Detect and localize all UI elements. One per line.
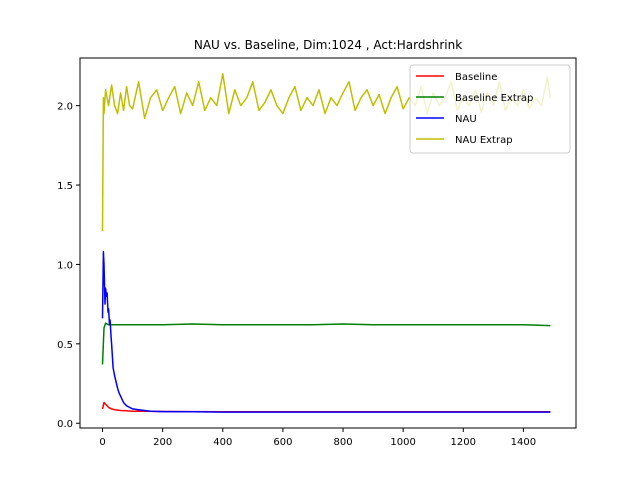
x-tick-label: 1200	[451, 437, 476, 448]
y-tick-label: 2.0	[57, 102, 73, 113]
legend-box	[409, 64, 571, 154]
legend: Baseline Baseline Extrap NAU NAU Extrap	[409, 64, 571, 154]
legend-label-3: NAU	[455, 114, 477, 125]
x-tick-label: 0	[99, 437, 105, 448]
series-line-3	[101, 250, 551, 413]
series-line-1	[101, 401, 551, 413]
x-tick-label: 400	[213, 437, 232, 448]
plot-frame	[79, 57, 577, 429]
legend-label-1: Baseline	[455, 72, 497, 83]
y-tick-label: 1.0	[57, 260, 73, 271]
y-axis: 0.0 0.5 1.0 1.5 2.0	[57, 102, 80, 430]
y-tick-label: 0.0	[57, 419, 73, 430]
x-tick-label: 600	[273, 437, 292, 448]
x-axis: 0 200 400 600 800 1000 1200 1400	[99, 428, 536, 448]
x-tick-label: 1000	[390, 437, 415, 448]
x-tick-label: 200	[153, 437, 172, 448]
x-tick-label: 800	[333, 437, 352, 448]
legend-label-4: NAU Extrap	[455, 135, 513, 146]
series-line-2	[101, 322, 551, 365]
legend-label-2: Baseline Extrap	[455, 93, 533, 104]
chart-title: NAU vs. Baseline, Dim:1024 , Act:Hardshr…	[194, 38, 462, 52]
y-tick-label: 1.5	[57, 181, 73, 192]
x-tick-label: 1400	[511, 437, 536, 448]
y-tick-label: 0.5	[57, 340, 73, 351]
